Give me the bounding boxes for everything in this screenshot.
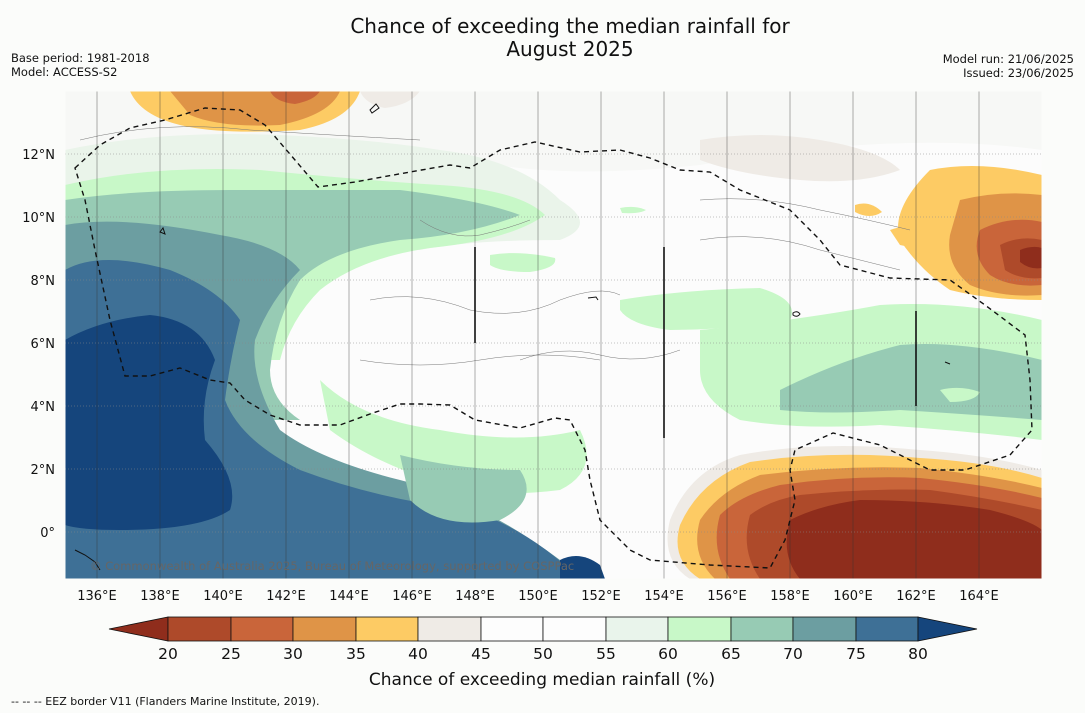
lat-tick-label: 12°N [22, 148, 55, 163]
colorbar-label: 25 [221, 645, 241, 663]
colorbar-segment [480, 616, 544, 642]
colorbar-label: 70 [783, 645, 803, 663]
eez-footnote: -- -- -- EEZ border V11 (Flanders Marine… [11, 695, 320, 708]
lon-tick-label: 148°E [455, 589, 495, 604]
colorbar-label: 45 [471, 645, 491, 663]
model-info: Base period: 1981-2018 Model: ACCESS-S2 [11, 51, 150, 79]
colorbar-segment [605, 616, 669, 642]
colorbar-segment [730, 616, 794, 642]
colorbar-segment [542, 616, 607, 642]
colorbar-label: 35 [346, 645, 366, 663]
longitude-axis: 136°E 138°E 140°E 142°E 144°E 146°E 148°… [77, 589, 999, 604]
colorbar-high-extension [917, 616, 978, 642]
colorbar-label: 60 [658, 645, 678, 663]
colorbar: 20 25 30 35 40 45 50 55 60 65 70 75 80 C… [108, 616, 978, 690]
colorbar-low-extension [108, 616, 169, 642]
copyright-text: © Commonwealth of Australia 2025, Bureau… [90, 559, 574, 573]
latitude-axis: 12°N 10°N 8°N 6°N 4°N 2°N 0° [22, 148, 55, 541]
colorbar-segment [292, 616, 357, 642]
title-line-2: August 2025 [506, 37, 634, 61]
lon-tick-label: 138°E [140, 589, 180, 604]
colorbar-segment [167, 616, 232, 642]
colorbar-segment [417, 616, 482, 642]
lat-tick-label: 0° [40, 526, 55, 541]
model-name: Model: ACCESS-S2 [11, 65, 118, 79]
lat-tick-label: 6°N [31, 337, 56, 352]
model-run-date: Model run: 21/06/2025 [942, 52, 1074, 66]
lon-tick-label: 136°E [77, 589, 117, 604]
lon-tick-label: 142°E [266, 589, 306, 604]
lat-tick-label: 2°N [31, 463, 56, 478]
colorbar-label: 65 [721, 645, 741, 663]
colorbar-label: 40 [408, 645, 428, 663]
map-frame [64, 90, 1043, 580]
colorbar-label: 20 [158, 645, 178, 663]
colorbar-segment [855, 616, 919, 642]
issued-date: Issued: 23/06/2025 [963, 66, 1074, 80]
colorbar-label: 30 [283, 645, 303, 663]
map-title: Chance of exceeding the median rainfall … [0, 15, 1085, 61]
lon-tick-label: 152°E [581, 589, 621, 604]
colorbar-segment [355, 616, 419, 642]
colorbar-label: 80 [908, 645, 928, 663]
colorbar-title: Chance of exceeding median rainfall (%) [369, 670, 715, 690]
lon-tick-label: 158°E [770, 589, 810, 604]
colorbar-segment [230, 616, 294, 642]
lon-tick-label: 144°E [329, 589, 369, 604]
lon-tick-label: 150°E [518, 589, 558, 604]
colorbar-label: 75 [846, 645, 866, 663]
lat-tick-label: 8°N [31, 274, 56, 289]
rainfall-map [65, 91, 1042, 579]
colorbar-segment [667, 616, 732, 642]
colorbar-label: 55 [596, 645, 616, 663]
lat-tick-label: 4°N [31, 400, 56, 415]
lat-tick-label: 10°N [22, 211, 55, 226]
colorbar-segment [792, 616, 857, 642]
lon-tick-label: 156°E [707, 589, 747, 604]
lon-tick-label: 160°E [833, 589, 873, 604]
lon-tick-label: 154°E [644, 589, 684, 604]
base-period: Base period: 1981-2018 [11, 51, 150, 65]
lon-tick-label: 164°E [959, 589, 999, 604]
lon-tick-label: 146°E [392, 589, 432, 604]
lon-tick-label: 140°E [203, 589, 243, 604]
lon-tick-label: 162°E [896, 589, 936, 604]
colorbar-label: 50 [533, 645, 553, 663]
title-line-1: Chance of exceeding the median rainfall … [350, 14, 790, 38]
run-info: Model run: 21/06/2025 Issued: 23/06/2025 [943, 52, 1074, 80]
